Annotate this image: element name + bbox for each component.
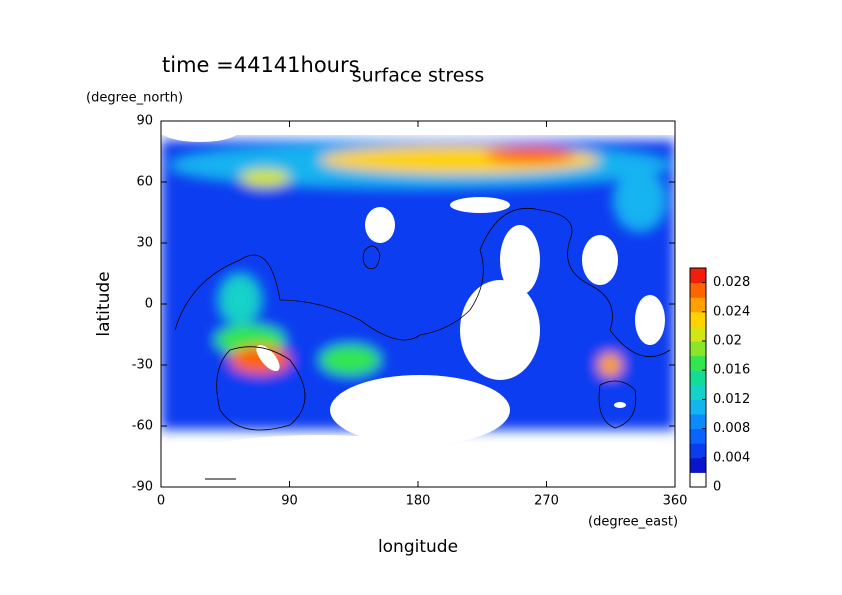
chart-title: surface stress xyxy=(352,65,485,87)
colorbar-tick-label: 0.028 xyxy=(713,275,750,290)
x-axis-label: longitude xyxy=(378,537,458,557)
x-tick-label: 360 xyxy=(663,494,688,509)
colorbar-tick-label: 0.02 xyxy=(713,334,742,349)
x-tick-label: 270 xyxy=(534,494,559,509)
x-tick-label: 0 xyxy=(157,494,165,509)
contour-field xyxy=(161,121,675,487)
colorbar-level xyxy=(690,428,706,444)
colorbar-tick-label: 0.004 xyxy=(713,450,750,465)
annotation: time =44141hours xyxy=(162,53,360,77)
x-tick-label: 90 xyxy=(281,494,298,509)
colorbar-frame xyxy=(689,267,707,488)
colorbar-tick-label: 0.008 xyxy=(713,421,750,436)
x-tick-label: 180 xyxy=(406,494,431,509)
colorbar-level xyxy=(690,297,706,313)
colorbar-level xyxy=(690,355,706,371)
colorbar-tick-label: 0 xyxy=(713,480,721,495)
x-unit: (degree_east) xyxy=(588,515,678,530)
colorbar-level xyxy=(690,472,706,488)
colorbar-level xyxy=(690,384,706,400)
colorbar-level xyxy=(690,370,706,386)
y-tick-label: 30 xyxy=(136,236,153,251)
colorbar-tick-label: 0.012 xyxy=(713,392,750,407)
colorbar-level xyxy=(690,282,706,298)
y-tick-label: -30 xyxy=(132,358,153,373)
colorbar-level xyxy=(690,326,706,342)
colorbar-level xyxy=(690,311,706,327)
colorbar-tick-label: 0.016 xyxy=(713,363,750,378)
y-tick-label: 60 xyxy=(136,175,153,190)
y-tick-label: 90 xyxy=(136,114,153,129)
colorbar-level xyxy=(690,341,706,357)
colorbar-level xyxy=(690,414,706,430)
colorbar-level xyxy=(690,399,706,415)
colorbar-level xyxy=(690,457,706,473)
y-unit: (degree_north) xyxy=(86,91,183,106)
colorbar-level xyxy=(690,268,706,284)
y-tick-label: -60 xyxy=(132,419,153,434)
y-axis-label: latitude xyxy=(94,271,114,336)
y-tick-label: 0 xyxy=(145,297,153,312)
colorbar-level xyxy=(690,443,706,459)
colorbar-tick-label: 0.024 xyxy=(713,304,750,319)
y-tick-label: -90 xyxy=(132,480,153,495)
